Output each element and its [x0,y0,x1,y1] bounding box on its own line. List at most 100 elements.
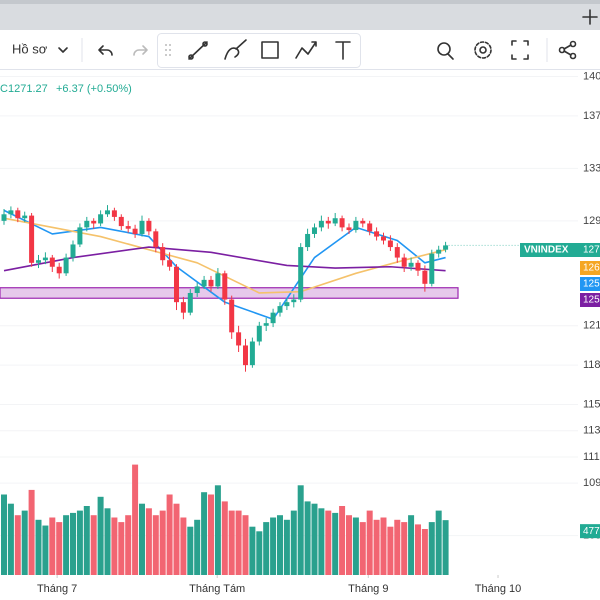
volume-bar [76,510,83,575]
volume-bar [14,515,21,575]
profile-chevron[interactable] [58,47,68,53]
zoom-button[interactable] [437,42,454,60]
price-label-name: VNINDEX [524,245,569,256]
y-tick-label: 121 [583,320,600,332]
price-label-box [580,293,600,307]
settings-button[interactable] [474,41,492,59]
candle-body [91,220,97,224]
candle-body [8,210,14,215]
pattern-tool[interactable] [295,41,317,59]
brush-tool[interactable] [224,39,247,60]
volume-bar [290,510,297,575]
candle-body [42,257,48,261]
price-label-box [580,261,600,275]
volume-bar [214,485,221,575]
candle-body [63,257,69,274]
candle-body [249,341,255,366]
candle-body [167,260,173,267]
candle-body [325,220,331,224]
new-tab-button[interactable] [582,9,598,25]
price-label-value: 126 [583,263,600,274]
candle-body [305,233,311,248]
candle-body [125,226,131,229]
volume-bar [21,510,28,575]
volume-bar [180,517,187,575]
candle-body [36,260,42,263]
volume-bar [345,515,352,575]
volume-bar [145,508,152,575]
volume-label-box [580,524,600,539]
legend: C 1271.27 +6.37 (+0.50%) [0,83,132,95]
candle-body [353,220,359,231]
volume-bar [104,508,111,575]
volume-bar [249,526,256,575]
candle-body [208,279,214,287]
drag-handle[interactable] [165,44,171,56]
candle-body [256,325,262,342]
candle-body [84,220,90,228]
volume-bar [228,510,235,575]
candle-body [277,306,283,313]
volume-bar [442,520,449,575]
y-tick-label: 137 [583,110,600,122]
candle-body [422,270,428,284]
volume-bar [7,503,14,575]
candle-body [201,279,207,287]
volume-bar [194,519,201,575]
profile-menu[interactable]: Hồ sơ [12,41,48,56]
fullscreen-button[interactable] [511,40,529,60]
candle-body [408,262,414,267]
volume-bar [414,524,421,575]
candle-body [443,245,449,250]
volume-bar [435,510,442,575]
y-tick-label: 129 [583,215,600,227]
volume-bar [256,531,263,575]
text-tool[interactable] [335,41,351,60]
volume-bar [235,510,242,575]
redo-button[interactable] [133,45,148,56]
volume-bar [428,522,435,575]
candle-body [15,210,21,219]
candle-body [415,262,421,271]
volume-bar [304,501,311,575]
volume-bar [97,496,104,575]
price-label-value: 127 [583,245,600,256]
price-label-value: 125 [583,279,600,290]
candle-body [215,273,221,287]
volume-bar [111,517,118,575]
candle-body [380,236,386,241]
undo-button[interactable] [98,45,113,56]
volume-bar [380,517,387,575]
volume-bar [1,494,8,575]
candle-body [153,231,159,248]
volume-bar [263,522,270,575]
x-tick-label: Tháng 10 [475,583,521,595]
candle-body [77,227,83,245]
volume-bar [242,515,249,575]
volume-bar [394,519,401,575]
price-label-box [520,243,600,257]
volume-bar [125,515,132,575]
candle-body [139,220,145,234]
candle-body [104,210,110,215]
volume-bar [401,522,408,575]
candle-body [111,210,117,217]
y-tick-label: 115 [583,398,600,410]
volume-bar [387,526,394,575]
share-button[interactable] [558,40,577,60]
volume-bar [408,515,415,575]
rectangle-tool[interactable] [261,41,279,59]
plot [0,76,578,575]
volume-bar [152,515,159,575]
candle-body [1,214,7,221]
trend-line-tool[interactable] [188,41,208,60]
legend-prefix: C [0,83,8,95]
candle-body [236,332,242,346]
volume-bar [49,517,56,575]
volume-bar [373,519,380,575]
volume-bar [311,503,318,575]
candle-body [222,273,228,300]
legend-change: +6.37 (+0.50%) [56,83,132,95]
volume-bar [90,515,97,575]
